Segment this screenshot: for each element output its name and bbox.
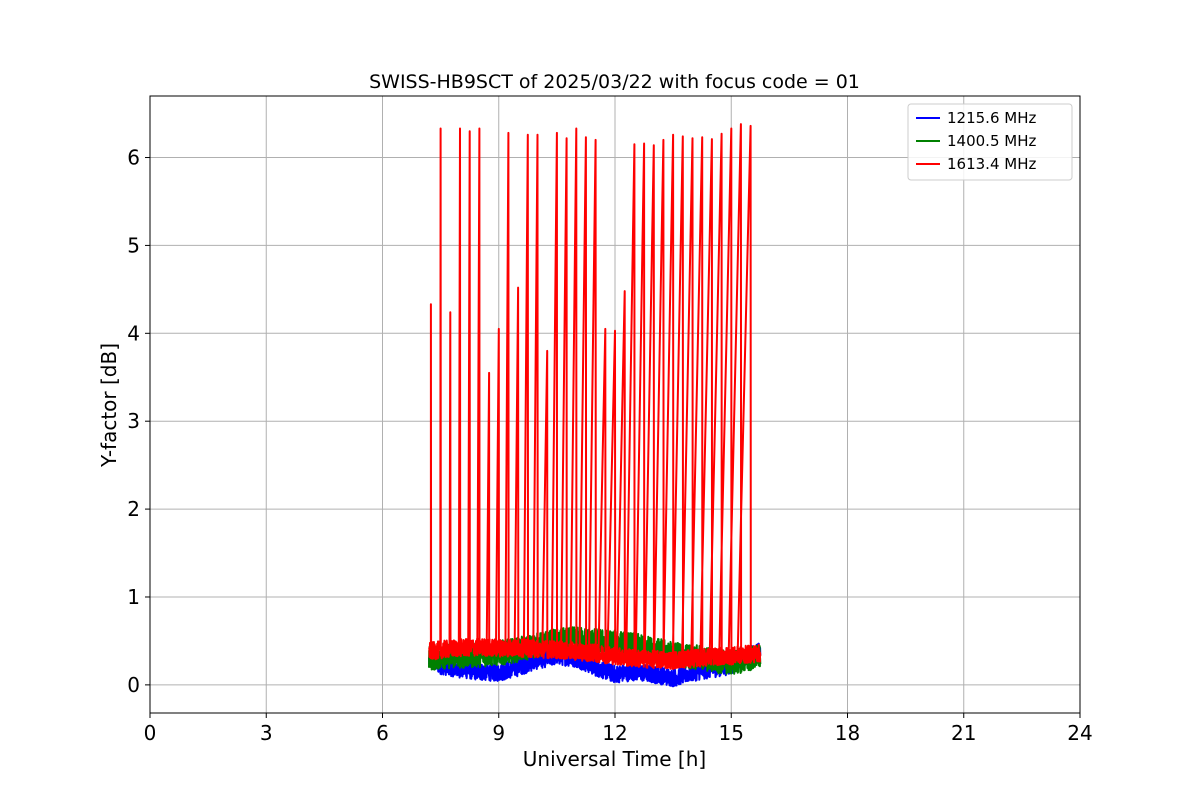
x-tick-label: 12 [602,721,627,745]
x-tick-label: 9 [492,721,505,745]
y-tick-label: 1 [127,585,140,609]
plot-area [428,123,762,688]
legend-box [907,103,1073,181]
y-tick-label: 4 [127,321,140,345]
x-tick-label: 24 [1067,721,1092,745]
chart-title: SWISS-HB9SCT of 2025/03/22 with focus co… [369,71,860,93]
x-tick-label: 15 [719,721,744,745]
x-tick-label: 3 [260,721,273,745]
legend: 1215.6 MHz 1400.5 MHz 1613.4 MHz [907,103,1073,181]
y-tick-label: 3 [127,409,140,433]
y-axis: 0 1 2 3 4 5 6 [127,146,150,697]
series-line-1 [428,642,762,688]
y-tick-label: 5 [127,233,140,257]
x-axis: 0 3 6 9 12 15 18 21 24 [144,713,1093,745]
x-tick-label: 6 [376,721,389,745]
legend-label: 1400.5 MHz [947,132,1036,150]
x-tick-label: 21 [951,721,976,745]
series-line-3 [428,123,762,670]
x-tick-label: 18 [835,721,860,745]
y-tick-label: 2 [127,497,140,521]
y-tick-label: 6 [127,146,140,170]
legend-label: 1613.4 MHz [947,155,1036,173]
y-axis-label: Y-factor [dB] [97,343,121,468]
y-tick-label: 0 [127,673,140,697]
x-axis-label: Universal Time [h] [523,747,706,771]
x-tick-label: 0 [144,721,157,745]
legend-label: 1215.6 MHz [947,109,1036,127]
